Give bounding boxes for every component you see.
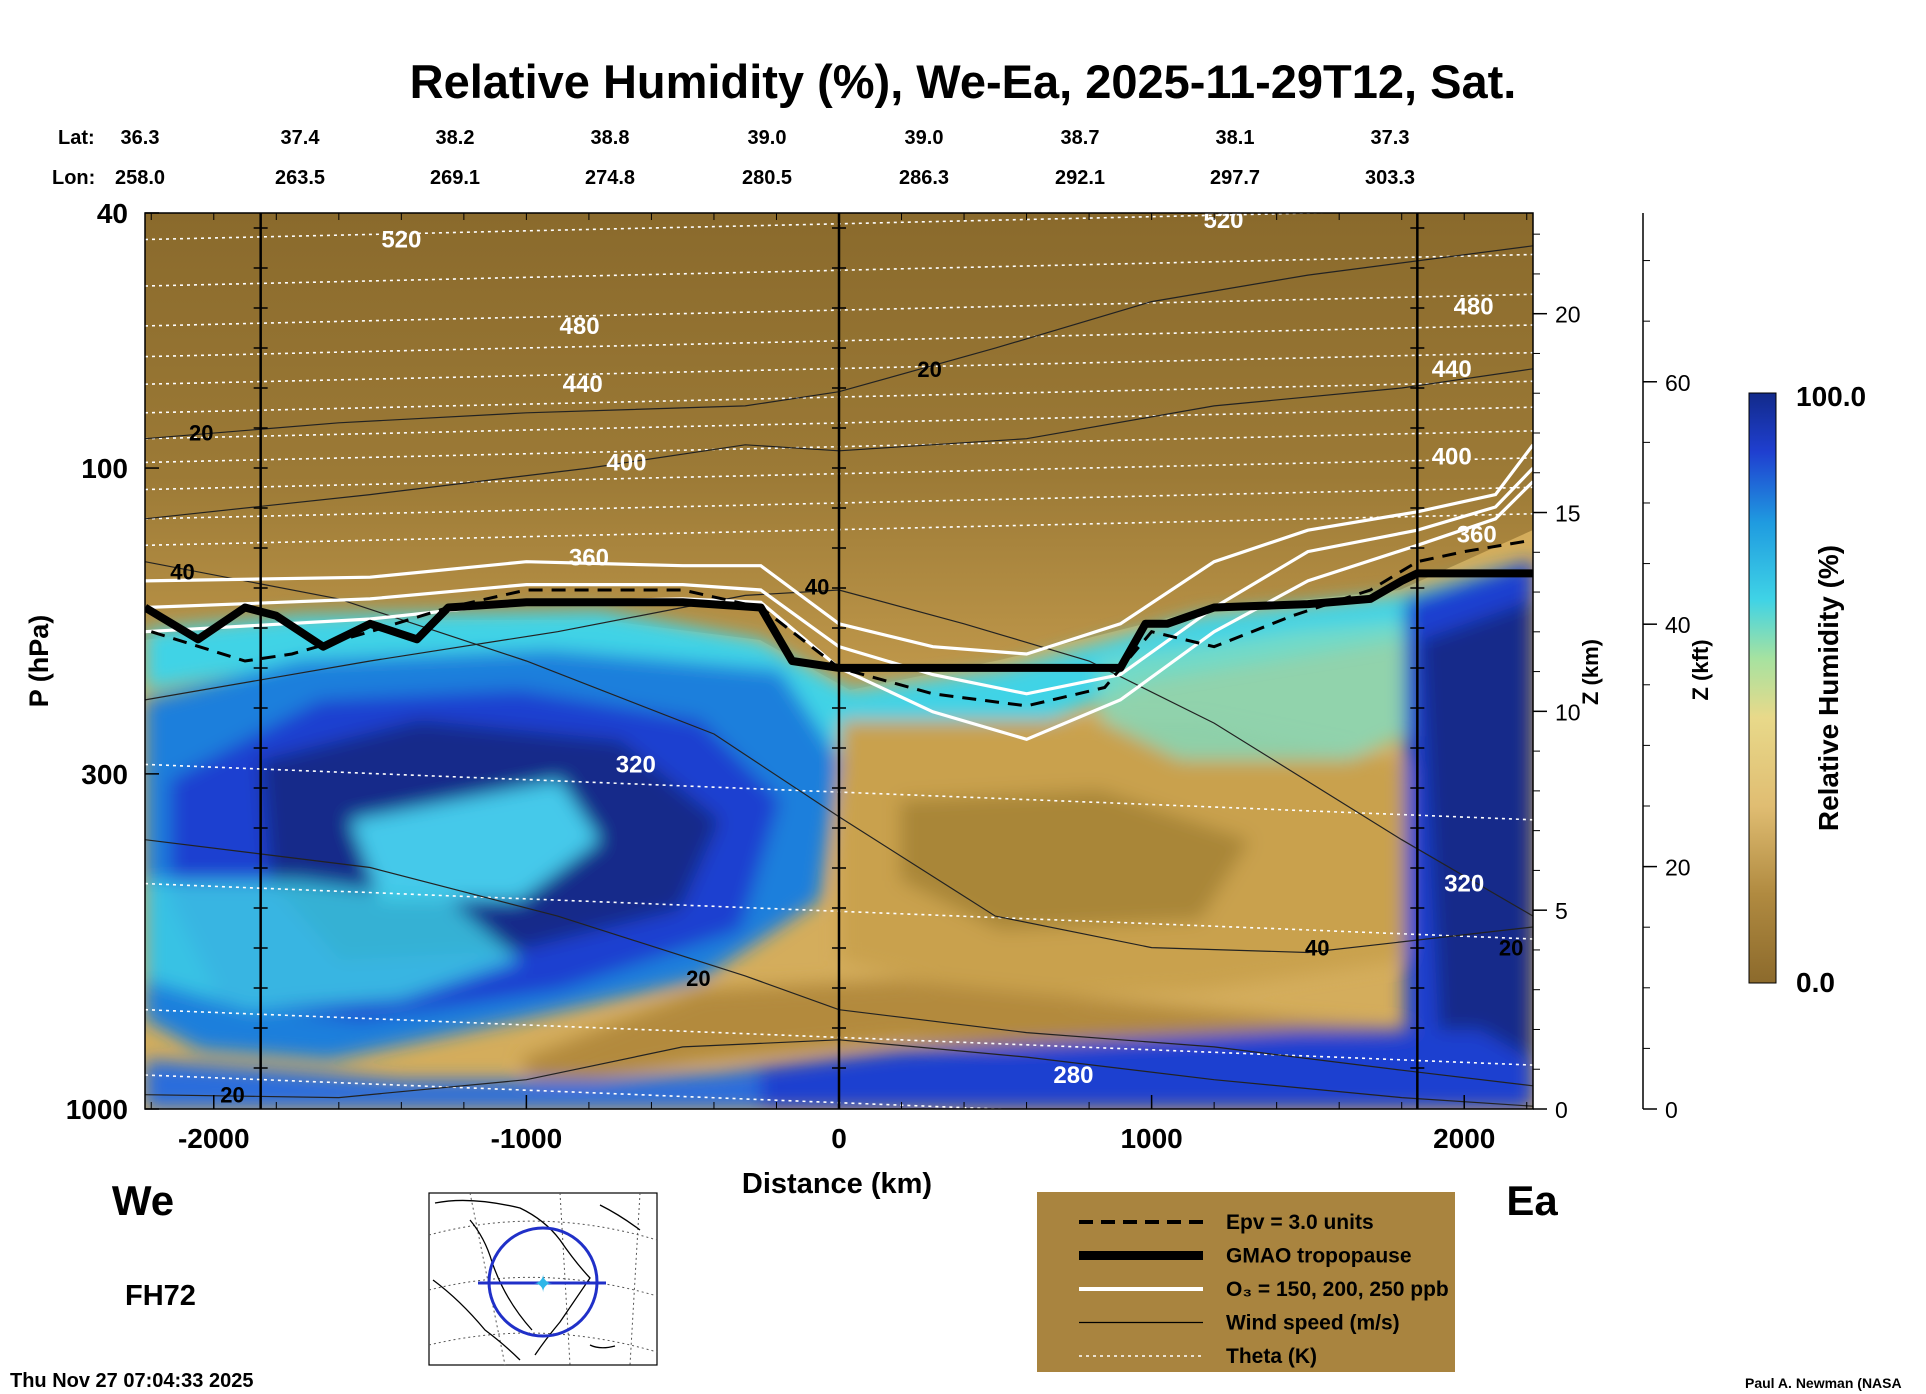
colorbar-scale (1748, 392, 1777, 984)
lon-value: 292.1 (1055, 167, 1105, 189)
theta-label: 440 (563, 371, 603, 398)
west-end-label: We (112, 1177, 174, 1224)
x-tick-label: -1000 (491, 1123, 563, 1154)
lon-value: 297.7 (1210, 167, 1260, 189)
theta-label: 400 (606, 449, 646, 476)
lon-value: 258.0 (115, 167, 165, 189)
legend-label: Theta (K) (1226, 1345, 1317, 1368)
epv-contour (150, 539, 1527, 708)
legend-label: Epv = 3.0 units (1226, 1211, 1374, 1234)
colorbar-max-label: 100.0 (1796, 381, 1866, 412)
theta-label: 360 (569, 545, 609, 572)
lon-label: Lon: (52, 167, 95, 189)
ozone-contour (145, 443, 1533, 656)
theta-label: 520 (381, 227, 421, 254)
x-axis-label: Distance (km) (742, 1168, 932, 1200)
y-axis-label: P (hPa) (24, 615, 54, 708)
theta-label: 280 (1053, 1062, 1093, 1089)
wind-speed-contour (145, 589, 1533, 917)
z-km-axis-label: Z (km) (1578, 639, 1603, 705)
theta-label: 480 (560, 313, 600, 340)
lon-value: 280.5 (742, 167, 792, 189)
theta-label: 320 (616, 751, 656, 778)
wind-speed-label: 40 (170, 559, 194, 584)
theta-label: 320 (1444, 871, 1484, 898)
theta-label: 400 (1432, 444, 1472, 471)
z-km-tick-label: 5 (1555, 898, 1568, 924)
y-tick-label: 1000 (66, 1094, 128, 1125)
z-km-tick-label: 10 (1555, 699, 1581, 725)
z-km-tick-label: 20 (1555, 302, 1581, 328)
x-tick-label: -2000 (178, 1123, 250, 1154)
z-kft-tick-label: 60 (1665, 370, 1691, 396)
lon-values: 258.0 263.5 269.1 274.8 280.5 286.3 292.1 297.7… (115, 167, 1415, 189)
lat-value: 38.1 (1216, 127, 1255, 149)
lon-value: 303.3 (1365, 167, 1415, 189)
y-tick-label: 300 (81, 759, 128, 790)
wind-speed-label: 20 (917, 357, 941, 382)
wind-speed-label: 20 (189, 420, 213, 445)
z-km-tick-label: 15 (1555, 501, 1581, 527)
lat-value: 37.3 (1371, 127, 1410, 149)
forecast-hour: FH72 (125, 1280, 196, 1312)
lat-value: 38.7 (1061, 127, 1100, 149)
axes: -2000 -1000 0 1000 2000 40 100 300 1000 0 5 10 15 20 0… (66, 198, 1691, 1154)
ozone-contour (145, 466, 1533, 696)
theta-label: 440 (1432, 356, 1472, 383)
lat-label: Lat: (58, 127, 95, 149)
lat-value: 38.8 (591, 127, 630, 149)
lat-row: Lat: (58, 127, 95, 149)
z-kft-tick-label: 0 (1665, 1097, 1678, 1123)
colorbar-title: Relative Humidity (%) (1813, 545, 1844, 831)
wind-speed-label: 20 (220, 1083, 244, 1108)
lon-value: 263.5 (275, 167, 325, 189)
contour-labels: 520 520 480 480 440 440 400 400 360 360 320 320 280 2… (170, 207, 1523, 1108)
wind-speed-label: 40 (805, 574, 829, 599)
overlay-lines (145, 213, 1533, 1109)
lat-value: 37.4 (281, 127, 321, 149)
x-tick-label: 2000 (1433, 1123, 1495, 1154)
legend-label: Wind speed (m/s) (1226, 1312, 1400, 1335)
z-kft-axis-label: Z (kft) (1688, 639, 1713, 700)
inset-center-star-icon: ✦ (533, 1271, 553, 1298)
x-tick-label: 1000 (1120, 1123, 1182, 1154)
location-inset-map: ✦ (428, 1192, 658, 1366)
lat-values: 36.3 37.4 38.2 38.8 39.0 39.0 38.7 38.1 37.3 (121, 127, 1410, 149)
legend-label: GMAO tropopause (1226, 1245, 1412, 1268)
lon-value: 269.1 (430, 167, 480, 189)
timestamp: Thu Nov 27 07:04:33 2025 (10, 1370, 253, 1392)
z-kft-tick-label: 40 (1665, 612, 1691, 638)
lat-value: 36.3 (121, 127, 160, 149)
east-end-label: Ea (1506, 1177, 1558, 1224)
line-legend: Epv = 3.0 units GMAO tropopause O₃ = 150, … (1037, 1192, 1455, 1372)
theta-label: 360 (1457, 522, 1497, 549)
theta-label: 480 (1454, 294, 1494, 321)
tropopause-line (145, 569, 1533, 672)
y-tick-label: 40 (97, 198, 128, 229)
wind-speed-label: 20 (686, 966, 710, 991)
credit: Paul A. Newman (NASA (1745, 1375, 1902, 1391)
lon-value: 286.3 (899, 167, 949, 189)
x-tick-label: 0 (831, 1123, 847, 1154)
colorbar-min-label: 0.0 (1796, 967, 1835, 998)
wind-speed-label: 20 (1499, 936, 1523, 961)
z-kft-tick-label: 20 (1665, 855, 1691, 881)
lat-value: 39.0 (748, 127, 787, 149)
chart-title: Relative Humidity (%), We-Ea, 2025-11-29… (410, 55, 1517, 108)
y-tick-label: 100 (81, 453, 128, 484)
legend-label: O₃ = 150, 200, 250 ppb (1226, 1278, 1449, 1301)
colorbar: 100.0 0.0 Relative Humidity (%) (1748, 381, 1866, 998)
theta-label: 520 (1203, 207, 1243, 234)
lat-value: 39.0 (905, 127, 944, 149)
lat-value: 38.2 (436, 127, 475, 149)
z-km-tick-label: 0 (1555, 1097, 1568, 1123)
wind-speed-label: 40 (1305, 936, 1329, 961)
lon-value: 274.8 (585, 167, 635, 189)
lon-row: Lon: (52, 167, 95, 189)
